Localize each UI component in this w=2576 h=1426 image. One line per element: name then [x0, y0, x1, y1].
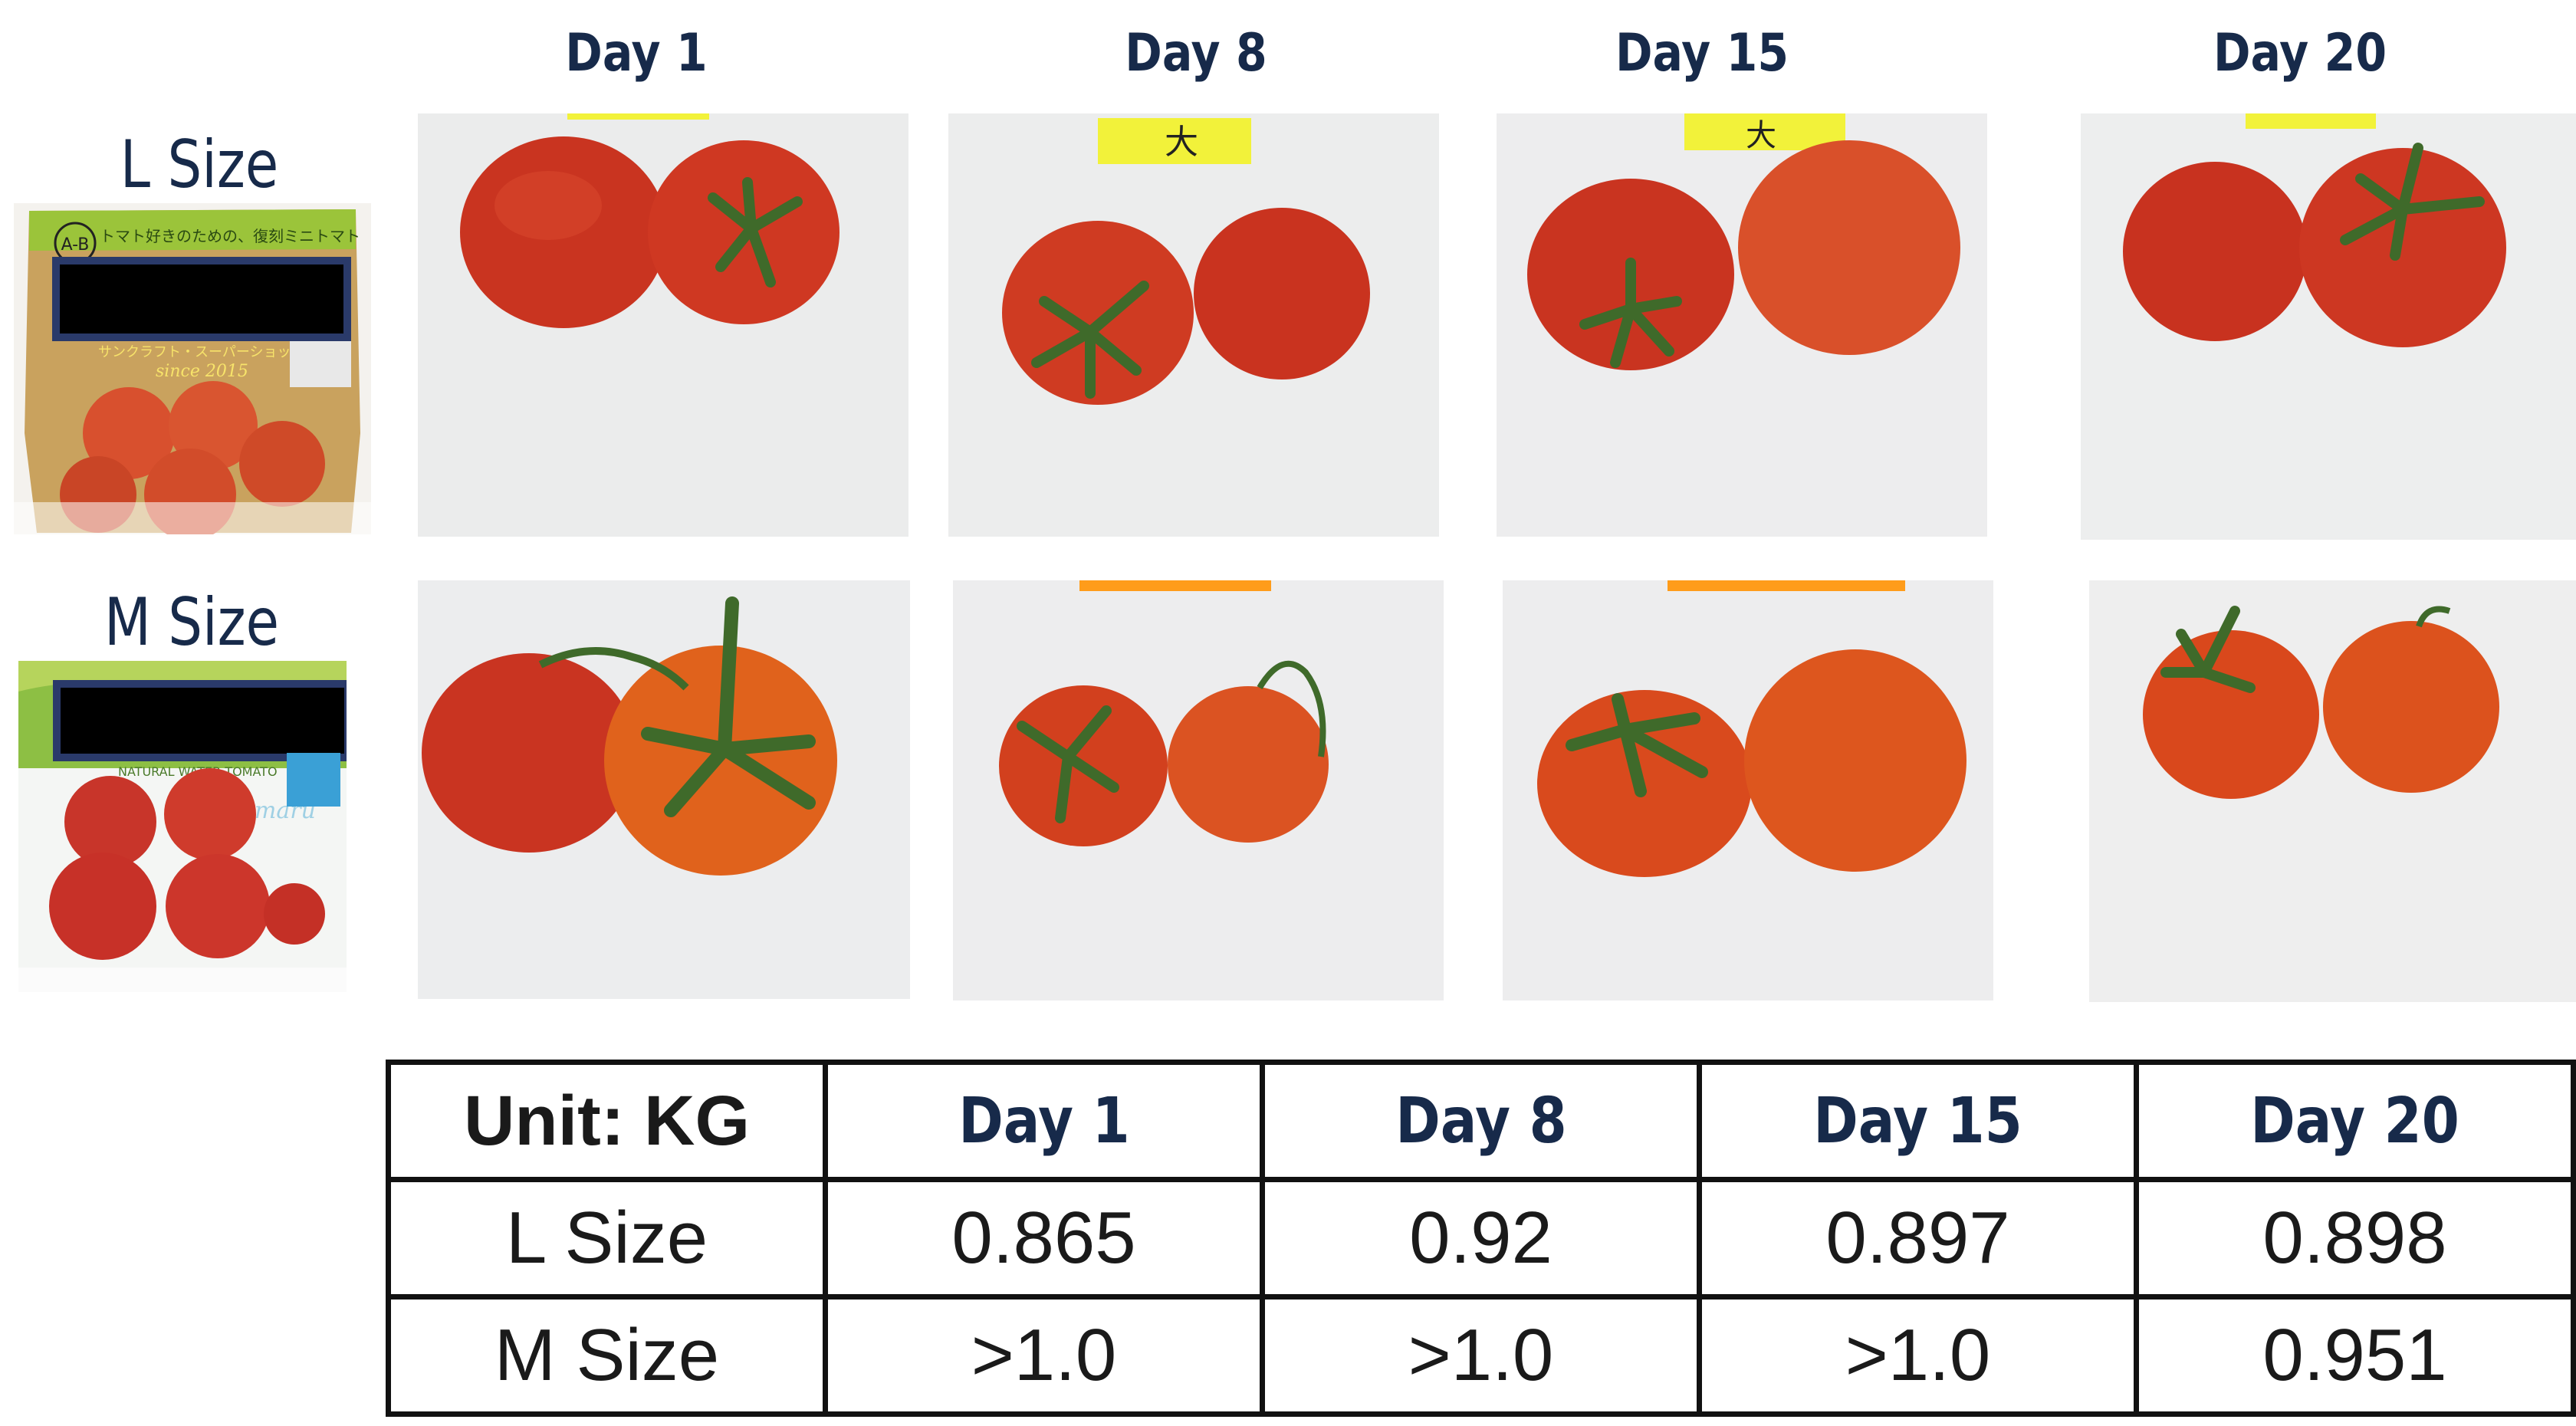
photo-l-size-day-20: [2081, 113, 2576, 540]
photo-l-size-day-1: [418, 113, 909, 537]
table-header-day-20: Day 20: [2134, 1060, 2576, 1182]
package-line-1: トマト好きのための、復刻ミニトマト: [100, 227, 360, 245]
package-line-2: サンクラフト・スーパーショットマト: [98, 344, 332, 360]
table-header-day-8: Day 8: [1260, 1060, 1702, 1182]
column-header-day-20: Day 20: [2213, 23, 2387, 84]
column-header-day-1: Day 1: [565, 23, 708, 84]
l-size-package-photo: A-B トマト好きのための、復刻ミニトマト サンクラフト・スーパーショットマト …: [14, 203, 371, 534]
table-unit-label: Unit: KG: [386, 1060, 828, 1182]
table-row-label-m-size: M Size: [386, 1294, 828, 1417]
table-cell: >1.0: [1260, 1294, 1702, 1417]
row-label-l-size: L Size: [120, 127, 279, 203]
day-15-tag-text: 大: [1746, 118, 1776, 153]
table-row: L Size 0.865 0.92 0.897 0.898: [386, 1177, 2576, 1300]
table-cell: 0.897: [1697, 1177, 2139, 1300]
table-header-day-15: Day 15: [1697, 1060, 2139, 1182]
table-header-row: Unit: KG Day 1 Day 8 Day 15 Day 20: [386, 1060, 2576, 1182]
table-cell: 0.865: [823, 1177, 1265, 1300]
column-header-day-15: Day 15: [1615, 23, 1789, 84]
photo-m-size-day-15: [1503, 580, 1993, 1001]
table-cell: 0.951: [2134, 1294, 2576, 1417]
column-header-day-8: Day 8: [1125, 23, 1267, 84]
photo-l-size-day-15: 大: [1497, 113, 1987, 537]
table-cell: >1.0: [1697, 1294, 2139, 1417]
package-badge-text: A-B: [61, 235, 90, 255]
table-row: M Size >1.0 >1.0 >1.0 0.951: [386, 1294, 2576, 1417]
day-8-tag-text: 大: [1165, 123, 1198, 162]
row-label-m-size: M Size: [104, 584, 280, 661]
package-since: since 2015: [156, 362, 248, 381]
photo-m-size-day-1: [418, 580, 910, 999]
photo-m-size-day-20: [2089, 580, 2576, 1002]
weight-table: Unit: KG Day 1 Day 8 Day 15 Day 20 L Siz…: [386, 1060, 2576, 1417]
table-cell: >1.0: [823, 1294, 1265, 1417]
photo-l-size-day-8: 大: [948, 113, 1439, 537]
table-cell: 0.898: [2134, 1177, 2576, 1300]
table-row-label-l-size: L Size: [386, 1177, 828, 1300]
table-header-day-1: Day 1: [823, 1060, 1265, 1182]
photo-m-size-day-8: [953, 580, 1444, 1001]
table-cell: 0.92: [1260, 1177, 1702, 1300]
m-size-package-photo: NATURAL WATER TOMATO amaru: [18, 661, 347, 992]
